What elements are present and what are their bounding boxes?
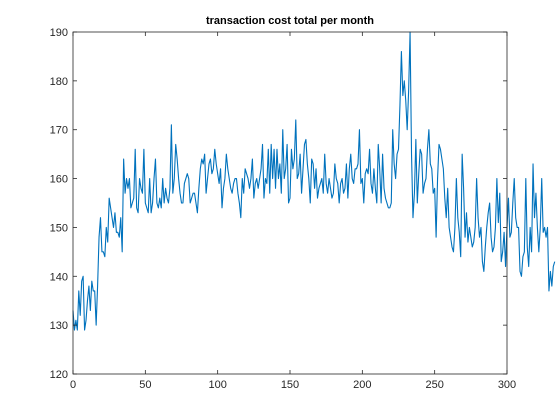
y-tick-label: 190 [50, 27, 68, 39]
y-tick-label: 130 [50, 320, 68, 332]
y-tick-label: 160 [50, 174, 68, 186]
x-tick-label: 0 [70, 379, 76, 391]
x-tick-label: 300 [498, 379, 516, 391]
x-tick-label: 100 [208, 379, 226, 391]
axes: 0 50 100 150 200 250 300 120 130 140 150 160 170 180 1… [50, 27, 517, 391]
x-tick-label: 200 [353, 379, 371, 391]
y-tick-label: 180 [50, 76, 68, 88]
x-tick-label: 50 [139, 379, 151, 391]
x-tick-label: 250 [425, 379, 443, 391]
y-tick-label: 120 [50, 369, 68, 381]
y-tick-label: 140 [50, 271, 68, 283]
series-line-0 [72, 31, 556, 331]
y-tick-label: 170 [50, 125, 68, 137]
y-tick-label: 150 [50, 222, 68, 234]
x-tick-label: 150 [281, 379, 299, 391]
chart-title: transaction cost total per month [206, 15, 374, 27]
plot-area [72, 31, 556, 331]
